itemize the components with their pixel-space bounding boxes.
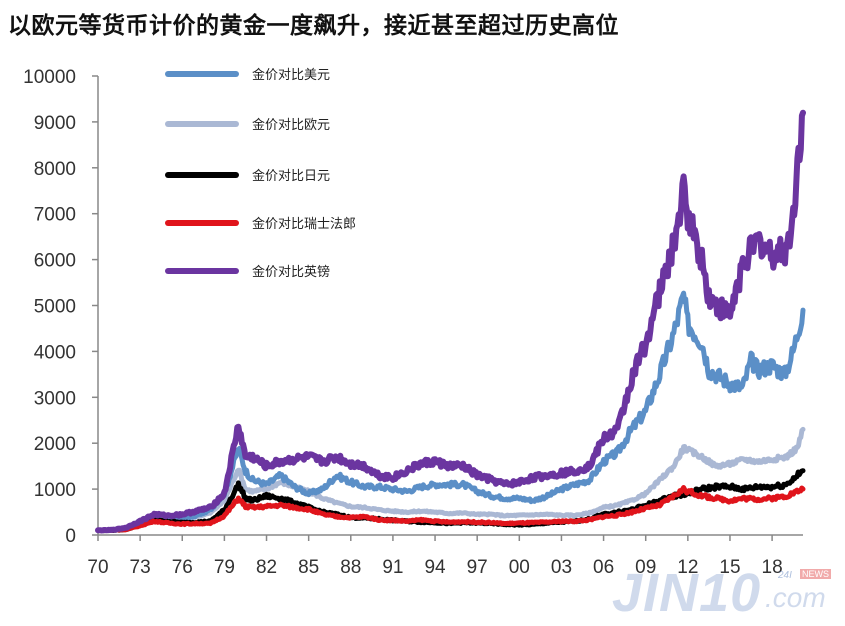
x-tick-label: 09: [635, 557, 656, 578]
x-tick-label: 70: [87, 557, 108, 578]
watermark-brand: JIN10: [612, 563, 762, 623]
x-tick-label: 97: [467, 557, 488, 578]
x-tick-label: 18: [762, 557, 783, 578]
legend-label-0: 金价对比美元: [252, 67, 330, 83]
x-tick-label: 76: [172, 557, 193, 578]
watermark-news-badge: NEWS: [800, 569, 831, 579]
series-layer: [95, 109, 806, 534]
y-tick-label: 6000: [34, 251, 76, 272]
y-tick-label: 8000: [34, 159, 76, 180]
x-tick-label: 12: [677, 557, 698, 578]
legend-label-3: 金价对比瑞士法郎: [252, 216, 356, 232]
series-line-3: [95, 485, 806, 534]
chart-title: 以欧元等货币计价的黄金一度飙升，接近甚至超过历史高位: [8, 13, 619, 39]
x-tick-label: 15: [719, 557, 740, 578]
legend-label-1: 金价对比欧元: [252, 117, 330, 133]
x-tick-label: 79: [214, 557, 235, 578]
x-tick-label: 85: [298, 557, 319, 578]
x-tick-label: 73: [130, 557, 151, 578]
x-tick-label: 06: [593, 557, 614, 578]
x-tick-label: 82: [256, 557, 277, 578]
y-tick-label: 2000: [34, 434, 76, 455]
y-tick-label: 10000: [23, 67, 76, 88]
y-tick-label: 1000: [34, 480, 76, 501]
x-tick-label: 00: [509, 557, 530, 578]
series-line-4: [95, 109, 806, 534]
x-tick-label: 03: [551, 557, 572, 578]
x-tick-label: 94: [424, 557, 446, 578]
x-tick-label: 91: [382, 557, 403, 578]
y-tick-label: 9000: [34, 113, 76, 134]
legend-label-4: 金价对比英镑: [252, 264, 330, 280]
y-tick-label: 3000: [34, 388, 76, 409]
watermark-tag: 24I: [778, 570, 792, 581]
y-tick-label: 4000: [34, 342, 76, 363]
legend-label-2: 金价对比日元: [252, 168, 330, 184]
watermark-suffix: .com: [765, 582, 826, 613]
y-tick-label: 5000: [34, 297, 76, 318]
y-tick-label: 7000: [34, 205, 76, 226]
axes: 0100020003000400050006000700080009000100…: [23, 67, 803, 578]
x-tick-label: 88: [340, 557, 361, 578]
y-tick-label: 0: [65, 526, 76, 547]
